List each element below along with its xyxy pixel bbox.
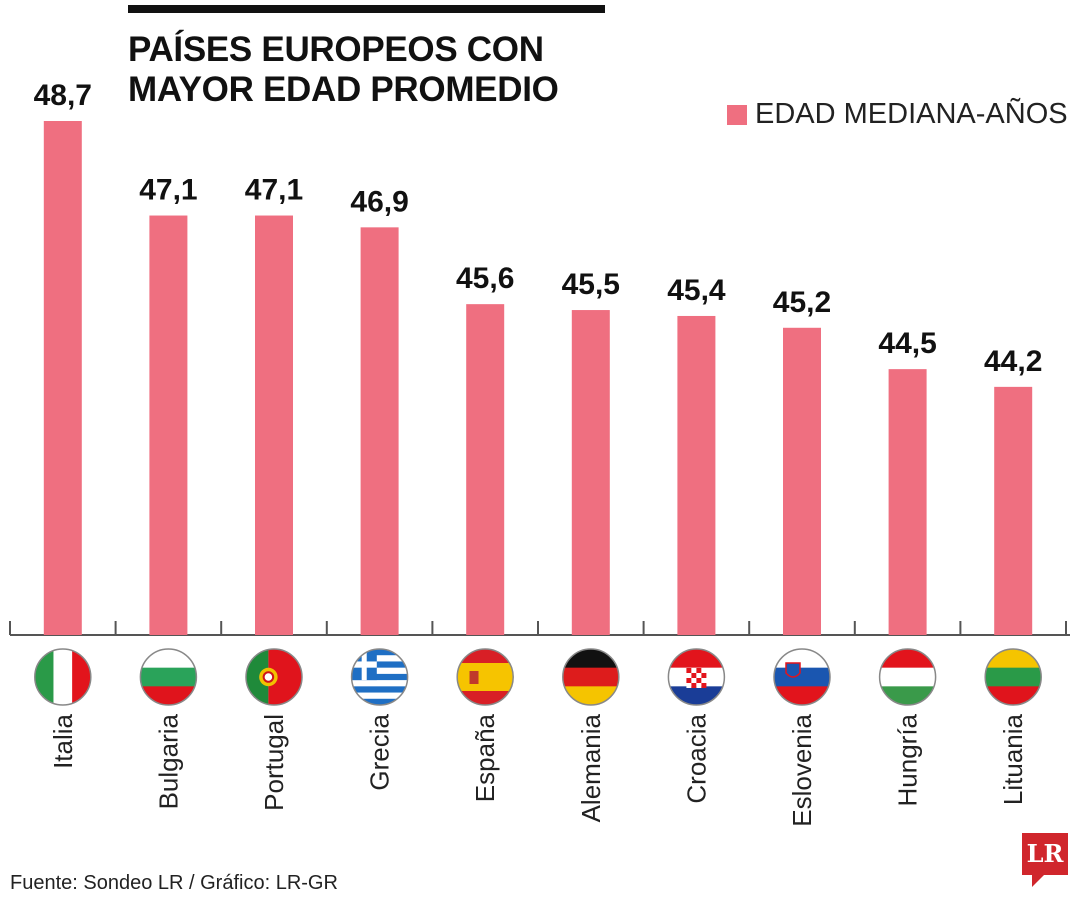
bar — [677, 315, 716, 635]
croatia-flag-icon — [668, 649, 725, 705]
category-label: Croacia — [681, 713, 711, 803]
category-label: Italia — [48, 713, 78, 768]
category-label: Grecia — [365, 713, 395, 790]
bar-group: 46,9 Grecia — [350, 185, 408, 790]
data-label: 44,2 — [984, 345, 1042, 378]
bar — [994, 386, 1033, 635]
category-label: Portugal — [259, 714, 289, 811]
bar-group: 45,2 Eslovenia — [773, 286, 831, 827]
category-label: España — [470, 713, 500, 802]
data-label: 45,4 — [667, 274, 726, 307]
legend-label: EDAD MEDIANA-AÑOS — [755, 98, 1068, 130]
data-label: 44,5 — [878, 327, 936, 360]
source-note: Fuente: Sondeo LR / Gráfico: LR-GR — [10, 872, 338, 894]
data-label: 48,7 — [34, 79, 92, 112]
lithuania-flag-icon — [985, 649, 1042, 705]
category-label: Alemania — [576, 713, 606, 822]
bar — [255, 215, 293, 635]
italy-flag-icon — [34, 649, 91, 705]
legend: EDAD MEDIANA-AÑOS — [727, 98, 1068, 131]
hungary-flag-icon — [879, 649, 936, 705]
bar-group: 48,7 Italia — [34, 79, 92, 769]
bar-group: 45,4 Croacia — [667, 274, 726, 804]
chart-title: PAÍSES EUROPEOS CON MAYOR EDAD PROMEDIO — [128, 30, 559, 110]
bar — [571, 310, 610, 635]
bar-group: 47,1 Portugal — [245, 174, 303, 811]
data-label: 47,1 — [245, 174, 303, 207]
bar-group: 44,5 Hungría — [878, 327, 936, 806]
data-label: 47,1 — [139, 174, 197, 207]
bar-group: 47,1 Bulgaria — [139, 174, 197, 810]
data-label: 45,6 — [456, 262, 514, 295]
bar — [466, 304, 505, 635]
germany-flag-icon — [562, 649, 619, 705]
data-label: 46,9 — [350, 185, 408, 218]
bar — [888, 369, 927, 635]
bar-group: 45,6 España — [456, 262, 514, 802]
bulgaria-flag-icon — [140, 649, 197, 705]
bar — [783, 327, 821, 635]
bar-group: 44,2 Lituania — [984, 345, 1042, 805]
lr-logo: LR — [1022, 833, 1068, 887]
bar — [43, 121, 82, 635]
bar-group: 45,5 Alemania — [562, 268, 620, 822]
bar — [149, 215, 188, 635]
title-line-2: MAYOR EDAD PROMEDIO — [128, 70, 559, 109]
category-label: Eslovenia — [787, 713, 817, 826]
data-label: 45,2 — [773, 286, 831, 319]
title-rule — [128, 5, 605, 13]
bar — [360, 227, 399, 635]
category-label: Lituania — [998, 713, 1028, 805]
legend-swatch — [727, 104, 747, 125]
category-label: Hungría — [893, 713, 923, 806]
data-label: 45,5 — [562, 268, 620, 301]
title-line-1: PAÍSES EUROPEOS CON — [128, 30, 544, 69]
slovenia-flag-icon — [774, 649, 830, 705]
category-label: Bulgaria — [153, 713, 183, 809]
